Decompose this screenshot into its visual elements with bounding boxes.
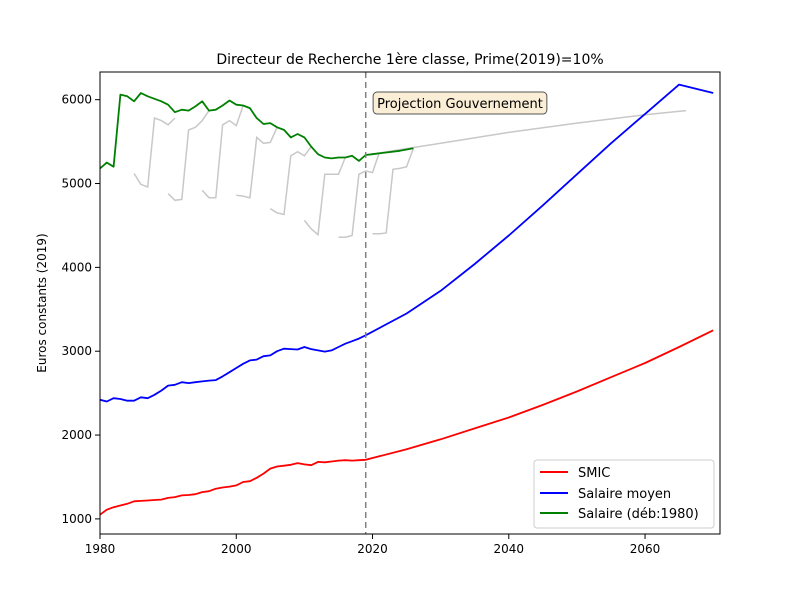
legend-frame — [533, 459, 715, 529]
background-line-4 — [269, 146, 312, 216]
y-axis-ticks: 1000 2000 3000 4000 5000 6000 — [61, 93, 100, 526]
x-axis-ticks: 1980 2000 2020 2040 2060 — [85, 534, 661, 556]
background-line-3 — [236, 126, 278, 199]
legend: SMIC Salaire moyen Salaire (déb:1980) — [533, 459, 715, 529]
background-line-2 — [201, 105, 244, 199]
annotation-box: Projection Gouvernement — [372, 91, 548, 115]
y-tick-label: 5000 — [61, 177, 92, 191]
y-tick-label: 1000 — [61, 512, 92, 526]
background-line-5 — [303, 157, 346, 237]
legend-label-smic: SMIC — [578, 466, 610, 481]
series-lines — [100, 83, 714, 516]
y-tick-label: 3000 — [61, 344, 92, 358]
chart-title: Directeur de Recherche 1ère classe, Prim… — [216, 52, 603, 68]
background-line-6 — [338, 152, 381, 238]
x-tick-label: 2040 — [494, 542, 525, 556]
y-tick-label: 6000 — [61, 93, 92, 107]
x-tick-label: 2000 — [221, 542, 252, 556]
background-lines — [133, 105, 686, 238]
plot-frame — [99, 71, 721, 535]
series-line-salaire-deb1980 — [100, 92, 414, 170]
x-tick-label: 1980 — [85, 542, 116, 556]
background-line-7 — [372, 148, 415, 235]
annotation-background — [372, 91, 548, 115]
legend-label-salaire-moyen: Salaire moyen — [578, 487, 671, 502]
x-tick-label: 2020 — [357, 542, 388, 556]
y-axis-label: Euros constants (2019) — [35, 233, 49, 372]
background-line-1 — [167, 110, 210, 202]
y-tick-label: 4000 — [61, 260, 92, 274]
y-tick-label: 2000 — [61, 428, 92, 442]
background-line-8 — [365, 109, 686, 156]
series-line-salaire-moyen — [100, 83, 714, 403]
annotation-text: Projection Gouvernement — [377, 97, 543, 112]
series-line-smic — [100, 329, 714, 516]
legend-label-salaire-deb1980: Salaire (déb:1980) — [578, 507, 699, 522]
x-tick-label: 2060 — [630, 542, 661, 556]
background-line-0 — [133, 117, 176, 188]
